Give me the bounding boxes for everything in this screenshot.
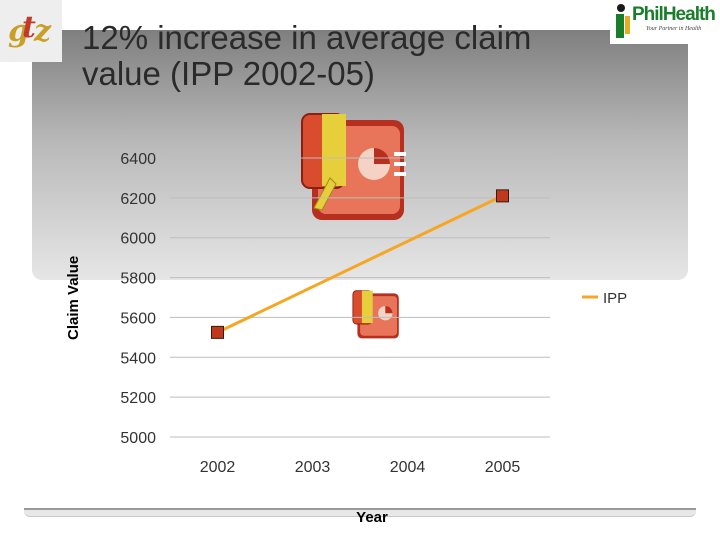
presentation-clipart-icon [301,113,406,220]
y-tick-label: 5800 [120,271,156,288]
x-axis-title: Year [356,509,388,526]
x-tick-label: 2004 [390,459,426,476]
y-tick-label: 6200 [120,191,156,208]
y-tick-label: 5400 [120,350,156,367]
philhealth-figure-icon [616,4,630,38]
x-tick-label: 2003 [295,459,331,476]
slide-title: 12% increase in average claim value (IPP… [82,19,532,92]
y-tick-label: 5600 [120,310,156,327]
x-axis-ticks: 2002 2003 2004 2005 [200,459,521,476]
legend: IPP [582,290,627,307]
y-tick-label: 5200 [120,390,156,407]
y-axis-ticks: 5000 5200 5400 5600 5800 6000 6200 6400 [120,151,156,447]
slide-bottom-divider [24,508,696,517]
gridlines [170,157,550,438]
philhealth-logo: PhilHealth Your Partner in Health [610,0,720,44]
y-tick-label: 6000 [120,231,156,248]
y-tick-label: 5000 [120,430,156,447]
y-axis-title: Claim Value [65,256,82,340]
data-point-marker [496,189,509,203]
legend-label-ipp: IPP [603,290,627,307]
x-tick-label: 2002 [200,459,236,476]
philhealth-name: PhilHealth [632,4,716,25]
series-line-ipp [216,194,504,334]
gtz-logo: g t z [0,0,62,62]
series-ipp [211,189,509,339]
philhealth-tagline: Your Partner in Health [646,26,702,32]
presentation-clipart-icon [352,290,399,339]
x-tick-label: 2005 [485,459,521,476]
y-tick-label: 6400 [120,151,156,168]
data-point-marker [211,325,224,339]
